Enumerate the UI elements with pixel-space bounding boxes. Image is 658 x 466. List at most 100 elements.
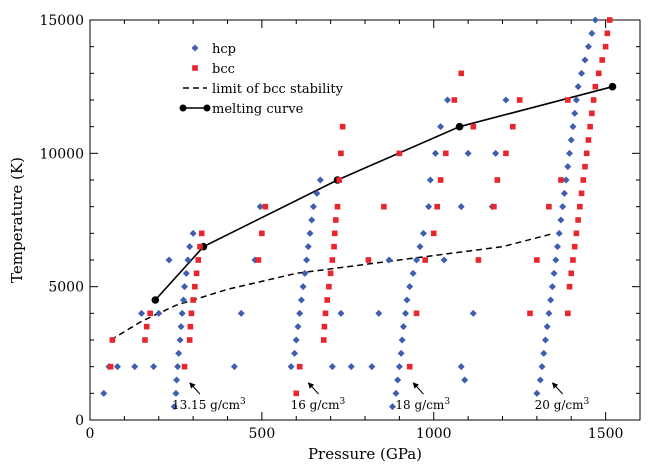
bcc-point: [516, 97, 523, 103]
hcp-point: [457, 203, 465, 211]
bcc-point: [147, 310, 153, 317]
hcp-point: [536, 376, 544, 384]
bcc-point: [546, 203, 552, 210]
hcp-point: [569, 123, 577, 131]
hcp-point: [541, 336, 549, 344]
hcp-point: [566, 149, 574, 157]
annotation-arrow: [551, 382, 563, 395]
bcc-point: [255, 257, 262, 263]
hcp-point: [395, 363, 403, 371]
hcp-point: [426, 176, 434, 184]
bcc-point: [320, 337, 327, 343]
hcp-point: [189, 229, 197, 237]
hcp-point: [170, 403, 178, 411]
hcp-point: [533, 389, 541, 397]
hcp-point: [574, 83, 582, 91]
bcc-point: [475, 257, 482, 263]
bcc-point: [332, 217, 339, 223]
bcc-point: [109, 337, 116, 343]
hcp-point: [578, 69, 586, 77]
hcp-point: [347, 363, 355, 371]
hcp-point: [492, 149, 500, 157]
bcc-point: [430, 230, 437, 237]
bcc-point: [575, 217, 581, 223]
hcp-point: [554, 243, 561, 251]
hcp-point: [172, 389, 180, 397]
bcc-point: [494, 177, 501, 183]
bcc-point: [585, 137, 592, 143]
hcp-point: [173, 376, 181, 384]
bcc-point: [510, 123, 516, 130]
hcp-point: [175, 349, 183, 357]
hcp-point: [584, 43, 592, 51]
bcc-point: [322, 310, 329, 317]
hcp-point: [299, 283, 307, 291]
bcc-point: [437, 177, 444, 183]
bcc-point: [589, 110, 595, 117]
bcc-point: [577, 203, 583, 210]
bcc-point: [327, 270, 334, 277]
legend-hcp-label: hcp: [212, 42, 236, 57]
bcc-point: [198, 230, 205, 237]
bcc-point: [590, 97, 597, 103]
legend-bcc-marker: [192, 65, 198, 71]
hcp-point: [165, 256, 173, 264]
hcp-point: [180, 296, 187, 304]
bcc-point: [587, 123, 593, 130]
hcp-point: [440, 256, 448, 264]
density-annotation-exponent: 3: [240, 397, 246, 407]
hcp-point: [337, 309, 345, 317]
hcp-point: [181, 283, 189, 291]
hcp-point: [392, 389, 400, 397]
legend-dashed-label: limit of bcc stability: [212, 82, 344, 97]
hcp-point: [389, 403, 396, 411]
hcp-point: [538, 363, 546, 371]
x-axis-label: Pressure (GPa): [308, 445, 422, 463]
hcp-point: [444, 96, 451, 104]
bcc-point: [107, 363, 114, 370]
hcp-point: [294, 323, 302, 331]
hcp-point: [416, 243, 424, 251]
hcp-point: [571, 109, 579, 117]
hcp-point: [559, 203, 567, 211]
hcp-point: [502, 96, 510, 104]
bcc-point: [580, 177, 587, 183]
bcc-point: [565, 97, 571, 103]
hcp-point: [297, 296, 305, 304]
bcc-point: [434, 203, 440, 210]
bcc-stability-limit-line: [110, 232, 555, 341]
hcp-point: [550, 269, 558, 277]
bcc-point: [413, 310, 420, 317]
bcc-point: [578, 190, 585, 197]
bcc-point: [188, 310, 195, 317]
density-annotation: 18 g/cm3: [395, 397, 450, 412]
density-annotation-exponent: 3: [339, 397, 345, 407]
hcp-point: [461, 376, 469, 384]
hcp-point: [400, 323, 407, 331]
bcc-point: [143, 323, 150, 330]
bcc-point: [195, 257, 202, 263]
hcp-point: [413, 256, 421, 264]
hcp-point: [419, 229, 427, 237]
bcc-point: [458, 70, 465, 77]
y-axis-label: Temperature (K): [8, 157, 26, 283]
density-annotation-exponent: 3: [444, 397, 450, 407]
bcc-point: [329, 257, 336, 263]
bcc-points: [107, 17, 613, 397]
bcc-point: [582, 163, 588, 170]
hcp-point: [564, 163, 572, 171]
legend-melting-marker-right: [203, 104, 211, 112]
hcp-point: [397, 349, 405, 357]
bcc-point: [339, 123, 346, 130]
hcp-point: [540, 349, 548, 357]
bcc-point: [193, 270, 200, 277]
bcc-point: [321, 323, 328, 330]
hcp-point: [557, 216, 565, 224]
hcp-point: [174, 363, 182, 371]
hcp-point: [425, 203, 433, 211]
bcc-point: [599, 57, 605, 63]
density-annotation: 20 g/cm3: [535, 397, 590, 412]
hcp-point: [308, 216, 316, 224]
y-tick-label: 10000: [39, 146, 84, 162]
